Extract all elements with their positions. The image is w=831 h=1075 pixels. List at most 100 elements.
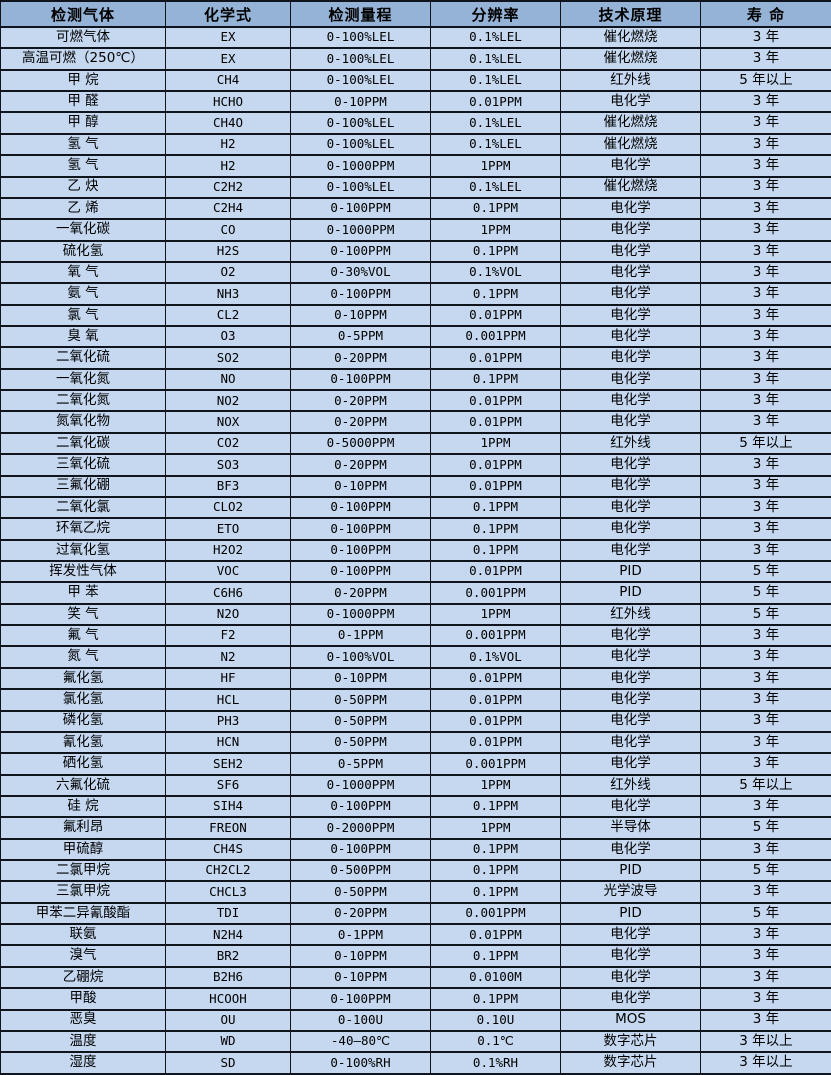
cell-resolution: 0.01PPM xyxy=(430,666,561,691)
cell-range: -40—80℃ xyxy=(290,1029,431,1054)
cell-range: 0-10PPM xyxy=(290,965,431,990)
cell-resolution: 0.001PPM xyxy=(430,581,561,605)
cell-principle: 电化学 xyxy=(560,346,701,370)
table-row: 甲 醇 CH4O 0-100%LEL 0.1%LEL 催化燃烧 3 年 xyxy=(0,111,831,135)
cell-gas: 硅 烷 xyxy=(0,794,166,819)
cell-principle: 电化学 xyxy=(560,645,701,669)
table-row: 联氨 N2H4 0-1PPM 0.01PPM 电化学 3 年 xyxy=(0,923,831,947)
cell-gas: 六氟化硫 xyxy=(0,773,166,797)
cell-formula: PH3 xyxy=(165,709,291,733)
cell-formula: ETO xyxy=(165,517,291,541)
table-row: 三氧化硫 SO3 0-20PPM 0.01PPM 电化学 3 年 xyxy=(0,453,831,477)
cell-gas: 高温可燃（250℃） xyxy=(0,47,166,71)
cell-gas: 氟利昂 xyxy=(0,816,166,840)
column-header-range: 检测量程 xyxy=(290,0,431,28)
cell-principle: MOS xyxy=(560,1008,701,1032)
cell-formula: N2 xyxy=(165,645,291,669)
cell-gas: 三氟化硼 xyxy=(0,474,166,498)
cell-gas: 环氧乙烷 xyxy=(0,517,166,541)
cell-principle: 电化学 xyxy=(560,154,701,178)
cell-principle: 电化学 xyxy=(560,709,701,733)
table-row: 一氧化碳 CO 0-1000PPM 1PPM 电化学 3 年 xyxy=(0,218,831,242)
table-row: 氮氧化物 NOX 0-20PPM 0.01PPM 电化学 3 年 xyxy=(0,410,831,434)
table-row: 挥发性气体 VOC 0-100PPM 0.01PPM PID 5 年 xyxy=(0,559,831,584)
cell-resolution: 0.01PPM xyxy=(430,923,561,947)
table-row: 氯化氢 HCL 0-50PPM 0.01PPM 电化学 3 年 xyxy=(0,688,831,712)
cell-range: 0-100PPM xyxy=(290,282,431,306)
cell-resolution: 0.1%LEL xyxy=(430,68,561,93)
cell-range: 0-5PPM xyxy=(290,325,431,349)
cell-principle: 催化燃烧 xyxy=(560,132,701,157)
table-row: 氟利昂 FREON 0-2000PPM 1PPM 半导体 5 年 xyxy=(0,816,831,840)
cell-principle: 电化学 xyxy=(560,303,701,328)
cell-lifespan: 3 年 xyxy=(700,303,831,328)
cell-range: 0-50PPM xyxy=(290,730,431,755)
cell-lifespan: 3 年 xyxy=(700,624,831,648)
cell-resolution: 0.1PPM xyxy=(430,837,561,862)
cell-resolution: 0.1%LEL xyxy=(430,25,561,50)
cell-resolution: 0.001PPM xyxy=(430,752,561,776)
cell-gas: 恶臭 xyxy=(0,1008,166,1032)
cell-principle: 电化学 xyxy=(560,453,701,477)
cell-lifespan: 5 年以上 xyxy=(700,431,831,456)
cell-range: 0-100%LEL xyxy=(290,132,431,157)
cell-range: 0-100%RH xyxy=(290,1051,431,1075)
cell-resolution: 0.1PPM xyxy=(430,282,561,306)
cell-formula: HCHO xyxy=(165,90,291,114)
table-row: 环氧乙烷 ETO 0-100PPM 0.1PPM 电化学 3 年 xyxy=(0,517,831,541)
cell-resolution: 0.1%LEL xyxy=(430,47,561,71)
cell-principle: 电化学 xyxy=(560,923,701,947)
cell-range: 0-20PPM xyxy=(290,389,431,413)
cell-lifespan: 3 年 xyxy=(700,837,831,862)
cell-lifespan: 5 年 xyxy=(700,581,831,605)
cell-resolution: 0.1PPM xyxy=(430,495,561,520)
table-row: 硅 烷 SIH4 0-100PPM 0.1PPM 电化学 3 年 xyxy=(0,794,831,819)
column-header-gas: 检测气体 xyxy=(0,0,166,28)
cell-principle: 电化学 xyxy=(560,730,701,755)
cell-principle: 红外线 xyxy=(560,773,701,797)
cell-range: 0-100PPM xyxy=(290,367,431,392)
cell-resolution: 0.1%VOL xyxy=(430,645,561,669)
cell-gas: 乙 炔 xyxy=(0,175,166,199)
cell-lifespan: 3 年 xyxy=(700,132,831,157)
cell-formula: SEH2 xyxy=(165,752,291,776)
cell-principle: PID xyxy=(560,901,701,926)
cell-gas: 三氯甲烷 xyxy=(0,880,166,904)
cell-gas: 甲 烷 xyxy=(0,68,166,93)
table-row: 二氯甲烷 CH2CL2 0-500PPM 0.1PPM PID 5 年 xyxy=(0,858,831,883)
cell-lifespan: 3 年 xyxy=(700,260,831,285)
cell-principle: 电化学 xyxy=(560,90,701,114)
cell-gas: 臭 氧 xyxy=(0,325,166,349)
cell-range: 0-20PPM xyxy=(290,453,431,477)
table-row: 氯 气 CL2 0-10PPM 0.01PPM 电化学 3 年 xyxy=(0,303,831,328)
cell-resolution: 0.1PPM xyxy=(430,944,561,968)
cell-range: 0-100PPM xyxy=(290,495,431,520)
cell-range: 0-1PPM xyxy=(290,923,431,947)
cell-principle: 催化燃烧 xyxy=(560,47,701,71)
cell-resolution: 1PPM xyxy=(430,773,561,797)
cell-resolution: 1PPM xyxy=(430,816,561,840)
column-header-formula: 化学式 xyxy=(165,0,291,28)
table-row: 乙硼烷 B2H6 0-10PPM 0.0100M 电化学 3 年 xyxy=(0,965,831,990)
cell-range: 0-10PPM xyxy=(290,474,431,498)
cell-lifespan: 3 年 xyxy=(700,880,831,904)
cell-lifespan: 3 年 xyxy=(700,453,831,477)
table-row: 甲 醛 HCHO 0-10PPM 0.01PPM 电化学 3 年 xyxy=(0,90,831,114)
cell-gas: 硫化氢 xyxy=(0,239,166,263)
cell-lifespan: 3 年 xyxy=(700,688,831,712)
cell-resolution: 0.1PPM xyxy=(430,239,561,263)
cell-range: 0-100%LEL xyxy=(290,47,431,71)
table-row: 甲酸 HCOOH 0-100PPM 0.1PPM 电化学 3 年 xyxy=(0,987,831,1011)
cell-principle: 数字芯片 xyxy=(560,1051,701,1075)
table-row: 二氧化氯 CLO2 0-100PPM 0.1PPM 电化学 3 年 xyxy=(0,495,831,520)
cell-lifespan: 3 年 xyxy=(700,495,831,520)
cell-resolution: 0.01PPM xyxy=(430,90,561,114)
cell-principle: 电化学 xyxy=(560,239,701,263)
cell-gas: 甲酸 xyxy=(0,987,166,1011)
cell-range: 0-50PPM xyxy=(290,880,431,904)
cell-range: 0-100%VOL xyxy=(290,645,431,669)
cell-resolution: 0.1PPM xyxy=(430,987,561,1011)
cell-formula: OU xyxy=(165,1008,291,1032)
cell-lifespan: 5 年 xyxy=(700,816,831,840)
cell-formula: SO2 xyxy=(165,346,291,370)
